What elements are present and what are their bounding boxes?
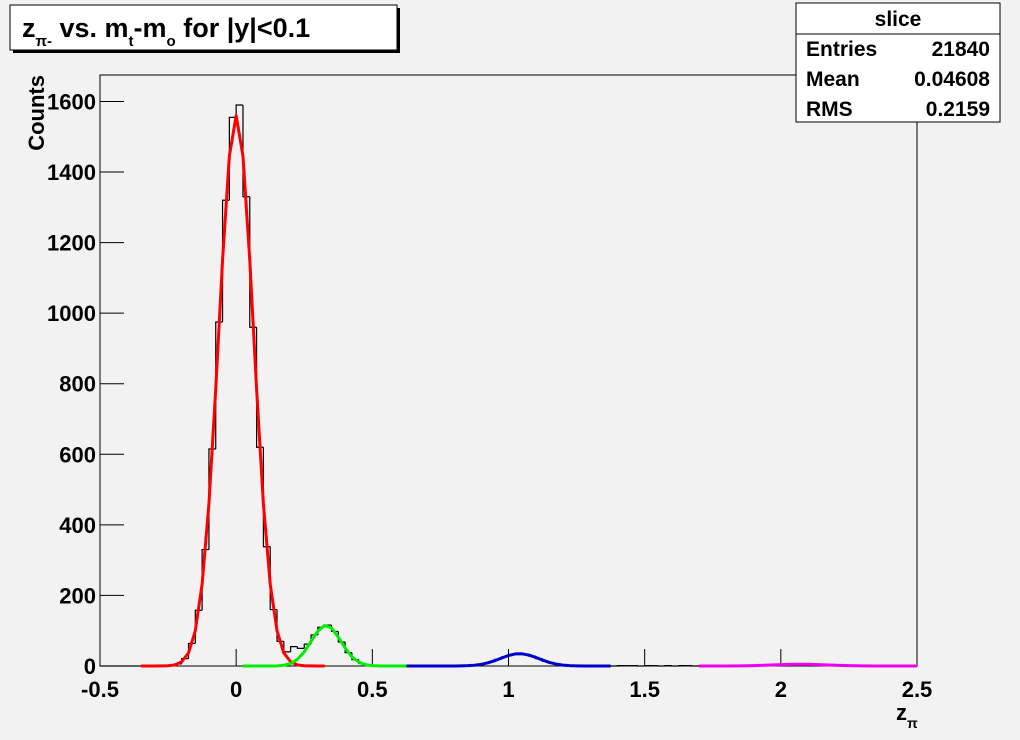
- fit-curve: [242, 623, 407, 668]
- x-tick-label: 1: [502, 677, 514, 702]
- y-tick-label: 1000: [47, 301, 96, 326]
- histogram-bin: [235, 104, 243, 118]
- y-tick-label: 1200: [47, 231, 96, 256]
- title-box: [9, 4, 398, 51]
- text-part: for |y|<0.1: [176, 13, 310, 43]
- x-axis-label: zπ: [896, 700, 918, 731]
- y-tick-label: 400: [59, 513, 96, 538]
- x-tick-label: -0.5: [81, 677, 119, 702]
- stats-label: Mean: [806, 68, 860, 91]
- fit-curve: [140, 114, 325, 668]
- x-tick-label: 2: [775, 677, 787, 702]
- stats-rows: Entries 21840 Mean 0.04608 RMS 0.2159: [806, 38, 990, 121]
- stats-label: RMS: [806, 98, 853, 121]
- plot-area: -0.5 0 0.5 1 1.5 2 2.5020040060080010001200140…: [47, 89, 932, 702]
- x-tick-label: 2.5: [902, 677, 933, 702]
- stats-value: 0.2159: [926, 98, 990, 121]
- histogram-bin: [242, 104, 250, 198]
- fit-curve: [699, 662, 917, 668]
- y-tick-label: 800: [59, 372, 96, 397]
- y-tick-label: 1400: [47, 160, 96, 185]
- y-tick-label: 600: [59, 442, 96, 467]
- y-tick-label: 1600: [47, 89, 96, 114]
- stats-value: 21840: [932, 38, 990, 61]
- stats-value: 0.04608: [914, 68, 990, 91]
- y-tick-label: 200: [59, 583, 96, 608]
- y-tick-label: 0: [84, 654, 96, 679]
- histogram-bin: [296, 646, 305, 649]
- text-part: vs. m: [52, 13, 129, 43]
- x-tick-label: 1.5: [629, 677, 660, 702]
- stats-box: [795, 2, 1001, 123]
- text-part: z: [896, 700, 907, 725]
- subscript: π: [907, 715, 918, 731]
- text-part: -m: [134, 13, 167, 43]
- histogram-bin: [290, 645, 298, 652]
- y-axis-label: Counts: [24, 75, 49, 151]
- chart-title: zπ- vs. mt-mo for |y|<0.1: [22, 13, 310, 50]
- x-tick-label: 0.5: [357, 677, 388, 702]
- fit-curve: [406, 652, 611, 668]
- x-tick-label: 0: [230, 677, 242, 702]
- stats-title: slice: [875, 8, 922, 31]
- subscript: o: [167, 33, 176, 50]
- plot-frame: [99, 74, 918, 667]
- stats-label: Entries: [806, 38, 877, 61]
- subscript: π-: [36, 33, 52, 50]
- text-part: z: [22, 13, 36, 43]
- subscript: t: [129, 33, 134, 50]
